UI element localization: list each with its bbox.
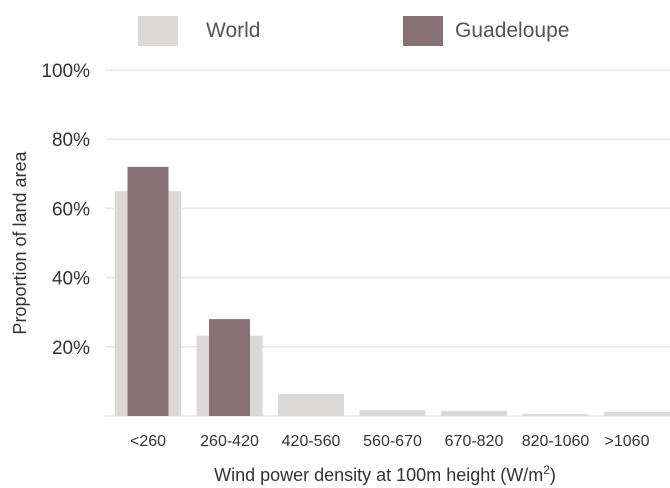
bar-world xyxy=(278,393,344,416)
y-tick-label: 100% xyxy=(41,61,90,82)
y-tick-label: 80% xyxy=(52,130,90,151)
y-tick-label: 40% xyxy=(52,269,90,290)
y-tick-label: 60% xyxy=(52,199,90,220)
bar-world xyxy=(359,410,426,416)
x-tick-label: <260 xyxy=(130,433,166,450)
bar-world xyxy=(522,413,589,416)
x-tick-label: 670-820 xyxy=(445,433,504,450)
y-tick-labels: 20% 40% 60% 80% 100% xyxy=(41,61,90,359)
legend-label-guadeloupe: Guadeloupe xyxy=(455,19,570,42)
bar-guadeloupe xyxy=(127,166,169,416)
x-tick-label: >1060 xyxy=(605,433,650,450)
legend-label-world: World xyxy=(206,19,261,42)
legend-item-guadeloupe: Guadeloupe xyxy=(403,14,569,48)
gridlines xyxy=(105,69,670,417)
bar-guadeloupe xyxy=(209,319,250,416)
bar-world xyxy=(604,411,670,416)
x-tick-label: 560-670 xyxy=(363,433,422,450)
legend-swatch-world xyxy=(138,16,178,46)
x-tick-label: 420-560 xyxy=(282,433,341,450)
legend-item-world: World xyxy=(138,14,260,48)
x-tick-label: 260-420 xyxy=(200,433,259,450)
y-axis-label: Proportion of land area xyxy=(10,150,30,334)
x-tick-labels: <260 260-420 420-560 560-670 670-820 820-1060… xyxy=(130,433,650,450)
bar-world xyxy=(441,410,507,416)
legend-swatch-guadeloupe xyxy=(403,16,443,46)
x-axis-label: Wind power density at 100m height (W/m2) xyxy=(214,463,556,485)
y-tick-label: 20% xyxy=(52,338,90,359)
bars xyxy=(115,166,670,416)
x-tick-label: 820-1060 xyxy=(522,433,590,450)
